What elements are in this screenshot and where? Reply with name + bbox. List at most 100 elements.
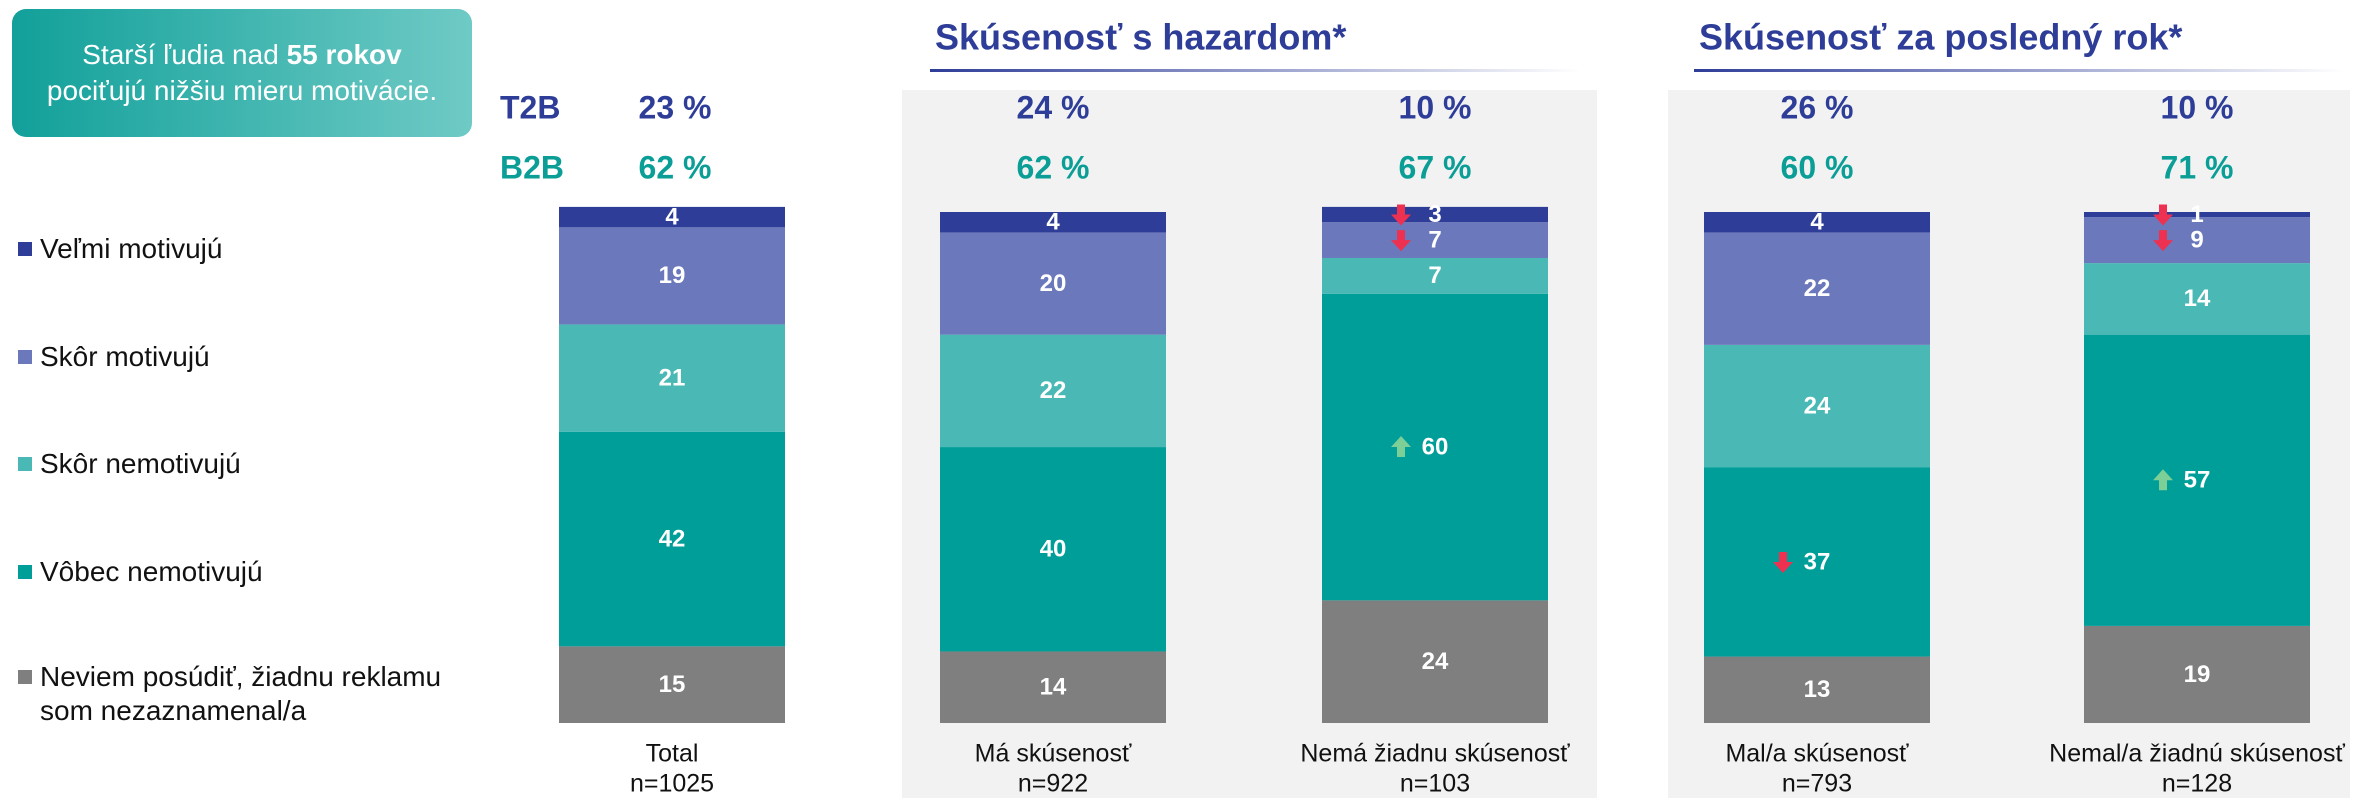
bar-segment (1704, 232, 1930, 345)
bar-segment (2084, 625, 2310, 723)
bar-value-label: 40 (1040, 536, 1067, 563)
bar-segment (1322, 222, 1548, 258)
legend-label: Neviem posúdiť, žiadnu reklamu som nezaz… (40, 661, 442, 726)
significance-arrow (2153, 469, 2173, 491)
x-tick-label: Nemá žiadnu skúsenosť (1300, 740, 1570, 768)
legend-item: Veľmi motivujú (18, 232, 478, 266)
sample-size-label: n=128 (2162, 770, 2232, 798)
bar-segment (940, 334, 1166, 448)
bar-value-label: 37 (1804, 548, 1831, 575)
summary-value: 62 % (1017, 149, 1090, 185)
summary-value: 10 % (2161, 89, 2234, 125)
bar-value-label: 22 (1040, 377, 1067, 404)
bar-segment (1704, 212, 1930, 233)
bar-segment (2084, 334, 2310, 626)
bar-value-label: 21 (659, 364, 686, 391)
significance-arrow (1391, 230, 1411, 252)
legend-item: Skôr nemotivujú (18, 447, 478, 481)
summary-row-label: B2B (500, 149, 564, 185)
bar-segment (1322, 257, 1548, 294)
significance-arrow (2153, 230, 2173, 252)
sample-size-label: n=1025 (630, 770, 714, 798)
group-title: Skúsenosť za posledný rok* (1699, 17, 2182, 58)
summary-value: 26 % (1781, 89, 1854, 125)
bar-value-label: 9 (2190, 226, 2203, 253)
bar-value-label: 4 (1046, 209, 1060, 236)
bar-segment (1322, 206, 1548, 223)
summary-value: 23 % (639, 89, 712, 125)
bar-value-label: 3 (1428, 201, 1441, 228)
legend-swatch (18, 350, 32, 364)
bar-segment (1704, 656, 1930, 723)
bar-value-label: 7 (1428, 226, 1441, 253)
bar-value-label: 24 (1804, 393, 1831, 420)
bar-segment (1322, 293, 1548, 601)
bar-segment (1704, 467, 1930, 657)
bar-segment (559, 324, 785, 432)
sample-size-label: n=793 (1782, 770, 1852, 798)
summary-value: 62 % (639, 149, 712, 185)
callout: Starší ľudia nad 55 rokov pociťujú nižšiu… (12, 9, 472, 137)
bar-segment (1704, 344, 1930, 468)
legend-swatch (18, 670, 32, 684)
bar-segment (559, 206, 785, 228)
summary-value: 10 % (1399, 89, 1472, 125)
callout-text: Starší ľudia nad 55 rokov pociťujú nižšiu… (46, 39, 438, 106)
x-tick-label: Total (646, 740, 699, 768)
significance-arrow (1391, 204, 1411, 226)
significance-arrow (2153, 204, 2173, 226)
legend-label: Skôr motivujú (40, 341, 210, 372)
summary-value: 24 % (1017, 89, 1090, 125)
title-underline (1694, 69, 2344, 72)
x-tick-label: Nemal/a žiadnú skúsenosť (2049, 740, 2345, 768)
bar-value-label: 57 (2184, 467, 2211, 494)
sample-size-label: n=103 (1400, 770, 1470, 798)
bar-segment (2084, 263, 2310, 335)
bar-value-label: 42 (659, 525, 686, 552)
bar-segment (559, 646, 785, 723)
bar-value-label: 4 (665, 203, 679, 230)
x-tick-label: Mal/a skúsenosť (1725, 740, 1909, 768)
bar-segment (2084, 217, 2310, 264)
bar-segment (940, 447, 1166, 652)
bar-value-label: 15 (659, 671, 686, 698)
bar-value-label: 4 (1810, 209, 1824, 236)
legend-label: Vôbec nemotivujú (40, 556, 263, 587)
bar-value-label: 14 (2184, 285, 2211, 312)
bar-segment (559, 431, 785, 647)
legend-label: Veľmi motivujú (40, 233, 223, 264)
bar-value-label: 19 (659, 262, 686, 289)
legend-label: Skôr nemotivujú (40, 448, 241, 479)
bar-value-label: 14 (1040, 674, 1067, 701)
x-tick-label: Má skúsenosť (975, 740, 1132, 768)
bar-value-label: 1 (2190, 201, 2203, 228)
legend-item: Skôr motivujú (18, 340, 478, 374)
bar-segment (1322, 600, 1548, 723)
sample-size-label: n=922 (1018, 770, 1088, 798)
summary-value: 60 % (1781, 149, 1854, 185)
bar-value-label: 60 (1422, 433, 1449, 460)
bar-value-label: 20 (1040, 270, 1067, 297)
bar-segment (940, 212, 1166, 233)
bar-value-label: 24 (1422, 648, 1449, 675)
bar-segment (940, 651, 1166, 723)
bar-value-label: 22 (1804, 275, 1831, 302)
bar-segment (940, 232, 1166, 335)
significance-arrow (1773, 552, 1793, 574)
group-title: Skúsenosť s hazardom* (935, 17, 1346, 58)
bar-segment (559, 227, 785, 325)
legend-item: Neviem posúdiť, žiadnu reklamu som nezaz… (18, 660, 478, 728)
legend-swatch (18, 565, 32, 579)
bar-segment (2084, 212, 2310, 218)
significance-arrow (1391, 436, 1411, 458)
summary-value: 67 % (1399, 149, 1472, 185)
legend-swatch (18, 457, 32, 471)
summary-value: 71 % (2161, 149, 2234, 185)
summary-row-label: T2B (500, 89, 560, 125)
bar-value-label: 7 (1428, 262, 1441, 289)
bar-value-label: 13 (1804, 676, 1831, 703)
title-underline (930, 69, 1580, 72)
legend-item: Vôbec nemotivujú (18, 555, 478, 589)
